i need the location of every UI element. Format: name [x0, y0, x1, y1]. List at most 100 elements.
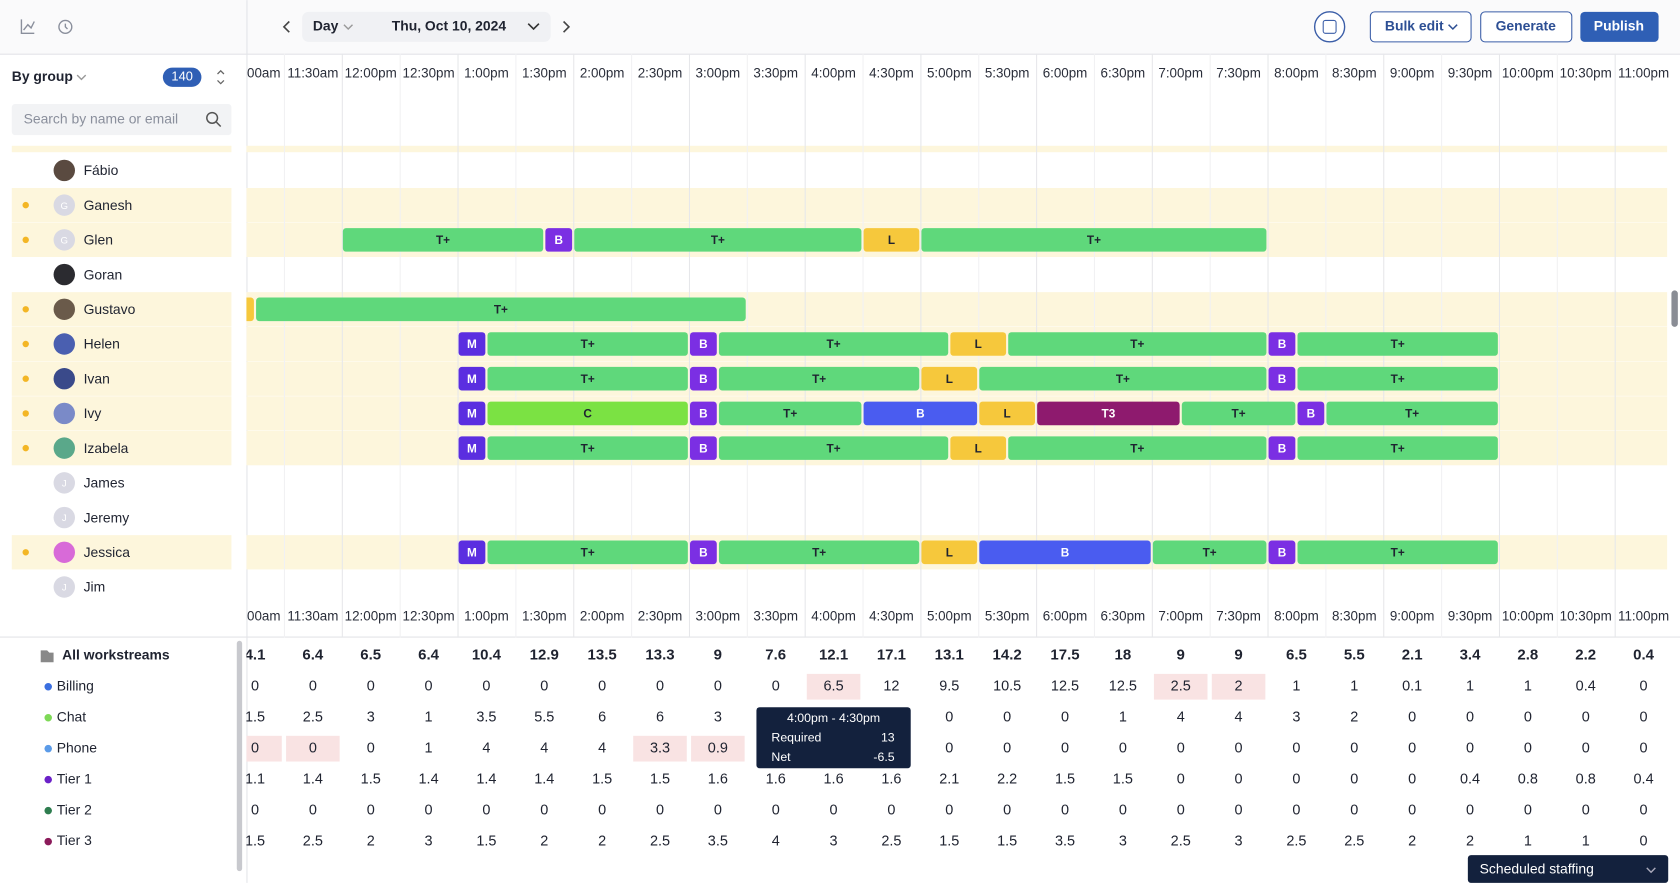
- timer-icon[interactable]: [58, 19, 73, 34]
- shift-block[interactable]: [458, 540, 486, 565]
- shift-block[interactable]: [574, 228, 862, 252]
- shift-block[interactable]: [1152, 540, 1267, 565]
- person-name[interactable]: Goran: [84, 266, 123, 282]
- person-name[interactable]: Helen: [84, 336, 120, 352]
- person-name[interactable]: Jim: [84, 579, 106, 595]
- staffing-value: 6.5: [1286, 647, 1307, 664]
- shift-block[interactable]: [458, 366, 486, 391]
- avatar[interactable]: [53, 402, 75, 425]
- shift-block[interactable]: [863, 228, 920, 252]
- shift-block[interactable]: [863, 401, 978, 426]
- staffing-value: 1.4: [419, 771, 439, 787]
- shift-block[interactable]: [1326, 401, 1498, 426]
- shift-block[interactable]: [458, 436, 486, 460]
- shift-block[interactable]: [1268, 366, 1296, 391]
- sort-icon[interactable]: [217, 69, 225, 85]
- group-by[interactable]: By group: [12, 68, 73, 84]
- shift-block[interactable]: [718, 436, 949, 460]
- export-button[interactable]: [1313, 11, 1346, 43]
- shift-block[interactable]: [487, 540, 688, 565]
- search-box[interactable]: [11, 104, 232, 136]
- avatar[interactable]: [53, 194, 75, 216]
- shift-block[interactable]: [921, 228, 1267, 252]
- avatar[interactable]: [53, 437, 75, 459]
- avatar[interactable]: [53, 159, 75, 182]
- person-name[interactable]: Gustavo: [84, 301, 136, 317]
- person-name[interactable]: Ganesh: [84, 197, 133, 213]
- prev-button[interactable]: [282, 20, 290, 33]
- view-select[interactable]: Day: [313, 18, 339, 34]
- date-control[interactable]: [302, 11, 551, 42]
- shift-block[interactable]: [1008, 332, 1267, 356]
- shift-block[interactable]: [1297, 540, 1498, 565]
- bulk-edit-button[interactable]: [1369, 11, 1472, 43]
- staffing-value: 0: [772, 679, 780, 695]
- shift-block[interactable]: [979, 366, 1267, 391]
- shift-block[interactable]: [690, 540, 717, 565]
- next-button[interactable]: [563, 20, 571, 33]
- shift-block[interactable]: [1008, 436, 1267, 460]
- shift-block[interactable]: [718, 366, 920, 391]
- shift-block[interactable]: [1297, 332, 1498, 356]
- shift-block[interactable]: [1181, 401, 1296, 426]
- shift-block[interactable]: [1297, 366, 1498, 391]
- staffing-value: 0: [945, 802, 953, 818]
- shift-block[interactable]: [979, 401, 1035, 426]
- scrollbar[interactable]: [1671, 290, 1678, 327]
- shift-block[interactable]: [718, 540, 920, 565]
- shift-block[interactable]: [458, 332, 486, 356]
- shift-block[interactable]: [1297, 436, 1498, 460]
- staffing-value: 1: [425, 710, 433, 726]
- date-label[interactable]: Thu, Oct 10, 2024: [392, 18, 507, 34]
- shift-block[interactable]: [690, 366, 717, 391]
- shift-block[interactable]: [458, 401, 486, 426]
- person-name[interactable]: Jeremy: [84, 509, 130, 525]
- person-name[interactable]: Glen: [84, 232, 113, 248]
- avatar[interactable]: [53, 229, 75, 251]
- shift-block[interactable]: [979, 540, 1151, 565]
- shift-block[interactable]: [718, 401, 862, 426]
- shift-block[interactable]: [487, 436, 688, 460]
- shift-block[interactable]: [1297, 401, 1325, 426]
- shift-block[interactable]: [1268, 540, 1296, 565]
- avatar[interactable]: [53, 333, 75, 355]
- person-name[interactable]: Fábio: [84, 162, 119, 178]
- shift-block[interactable]: [487, 332, 688, 356]
- avatar[interactable]: [53, 263, 75, 286]
- shift-block[interactable]: [1037, 401, 1180, 426]
- person-name[interactable]: Jessica: [84, 544, 131, 560]
- shift-block[interactable]: [950, 436, 1007, 460]
- person-name[interactable]: Ivan: [84, 370, 110, 386]
- chart-icon[interactable]: [20, 19, 35, 34]
- shift-block[interactable]: [487, 366, 688, 391]
- shift-block[interactable]: [1268, 436, 1296, 460]
- avatar[interactable]: [53, 472, 75, 494]
- avatar[interactable]: [53, 298, 75, 320]
- shift-block[interactable]: [1268, 332, 1296, 356]
- avatar[interactable]: [53, 506, 75, 529]
- shift-block[interactable]: [690, 436, 717, 460]
- shift-block[interactable]: [921, 540, 978, 565]
- scrollbar[interactable]: [236, 640, 243, 872]
- staffing-dropdown[interactable]: [1467, 855, 1669, 883]
- avatar[interactable]: [53, 541, 75, 563]
- shift-block[interactable]: [487, 401, 688, 426]
- shift-block[interactable]: [690, 401, 717, 426]
- avatar[interactable]: [53, 368, 75, 390]
- shift-block[interactable]: [198, 297, 254, 322]
- shift-block[interactable]: [718, 332, 949, 356]
- shift-block[interactable]: [690, 332, 717, 356]
- person-name[interactable]: Ivy: [84, 405, 102, 421]
- date-chevron[interactable]: [527, 23, 540, 31]
- publish-button[interactable]: [1580, 11, 1659, 42]
- person-name[interactable]: James: [84, 475, 125, 491]
- shift-block[interactable]: [545, 228, 573, 252]
- staffing-value: 2: [540, 833, 548, 849]
- shift-block[interactable]: [950, 332, 1007, 356]
- person-name[interactable]: Izabela: [84, 440, 129, 456]
- shift-block[interactable]: [921, 366, 978, 391]
- generate-button[interactable]: [1480, 11, 1573, 43]
- shift-block[interactable]: [342, 228, 544, 252]
- shift-block[interactable]: [256, 297, 746, 322]
- avatar[interactable]: [53, 576, 75, 598]
